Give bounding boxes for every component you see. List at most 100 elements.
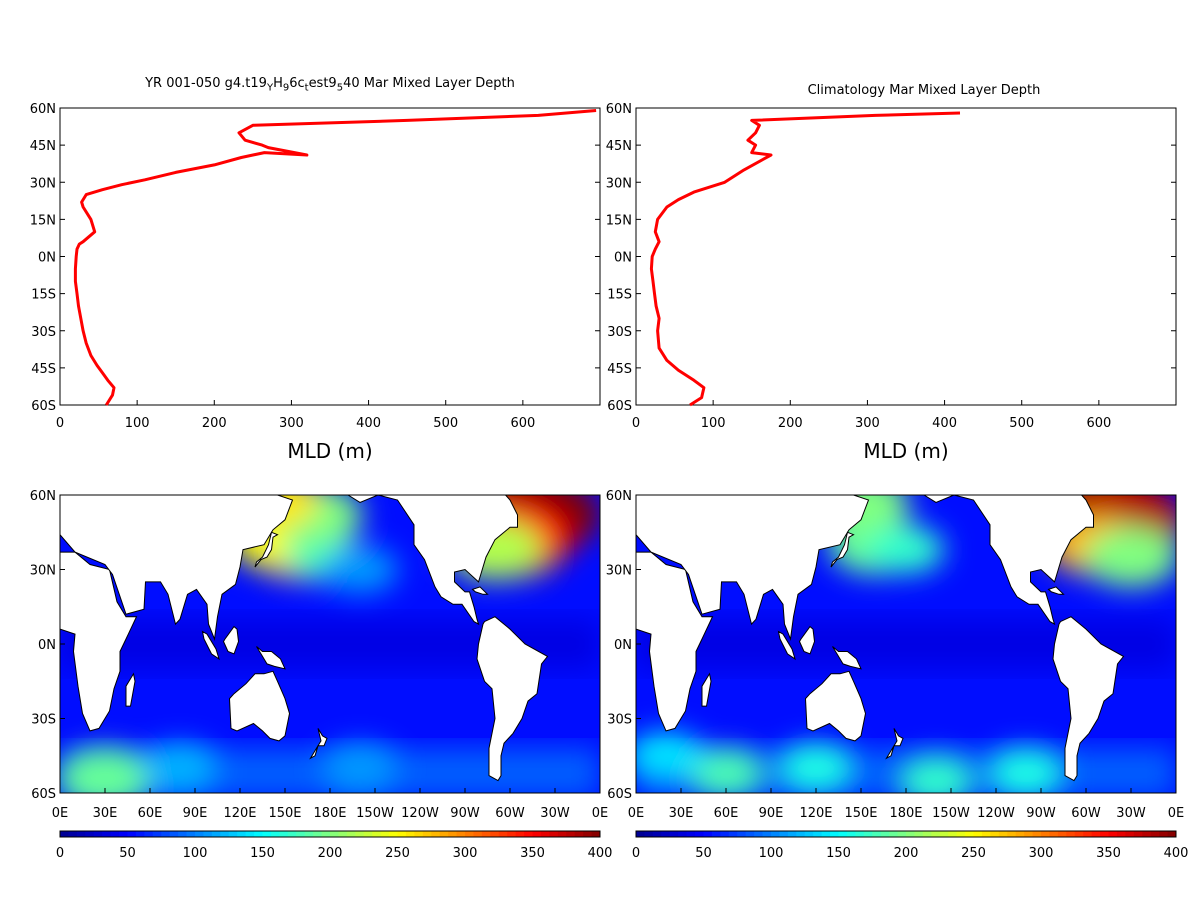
colorbar-segment	[287, 831, 297, 837]
colorbar-segment	[855, 831, 865, 837]
y-tick-label: 0N	[614, 638, 632, 653]
x-tick-label: 60E	[138, 806, 163, 821]
australia-landmass	[804, 670, 867, 742]
colorbar-segment	[821, 831, 831, 837]
colorbar-segment	[762, 831, 772, 837]
y-tick-label: 45N	[30, 139, 56, 154]
colorbar-segment	[397, 831, 407, 837]
colorbar-segment	[678, 831, 688, 837]
colorbar-segment	[313, 831, 323, 837]
colorbar-segment	[956, 831, 966, 837]
mld-blob	[60, 748, 153, 793]
x-tick-label: 180E	[889, 806, 922, 821]
x-tick-label: 60E	[714, 806, 739, 821]
y-tick-label: 15S	[607, 288, 632, 303]
colorbar-tick-label: 300	[453, 846, 478, 861]
colorbar-segment	[152, 831, 162, 837]
colorbar-segment	[661, 831, 671, 837]
north-america-landmass	[347, 495, 518, 626]
y-tick-label: 15N	[606, 213, 632, 228]
colorbar-segment	[897, 831, 907, 837]
y-tick-label: 45S	[607, 362, 632, 377]
y-tick-label: 30S	[607, 713, 632, 728]
colorbar-tick-label: 200	[894, 846, 919, 861]
colorbar-segment	[338, 831, 348, 837]
colorbar-tick-label: 250	[385, 846, 410, 861]
x-tick-label: 90E	[183, 806, 208, 821]
mld-blob	[321, 545, 399, 594]
colorbar-segment	[389, 831, 398, 837]
x-tick-label: 90W	[450, 806, 480, 821]
right-profile-title: Climatology Mar Mixed Layer Depth	[807, 83, 1041, 98]
x-tick-label: 300	[279, 416, 304, 431]
x-tick-label: 0	[56, 416, 64, 431]
colorbar-segment	[135, 831, 145, 837]
madagascar-landmass	[125, 672, 136, 707]
x-tick-label: 90E	[759, 806, 784, 821]
colorbar-segment	[711, 831, 721, 837]
colorbar-segment	[220, 831, 230, 837]
colorbar-tick-label: 250	[961, 846, 986, 861]
colorbar-segment	[889, 831, 899, 837]
mld-blob	[1083, 527, 1176, 588]
map-area	[60, 495, 600, 793]
colorbar-tick-label: 150	[826, 846, 851, 861]
y-tick-label: 15N	[30, 213, 56, 228]
colorbar-segment	[1049, 831, 1059, 837]
colorbar-segment	[591, 831, 601, 837]
colorbar-segment	[728, 831, 738, 837]
colorbar-segment	[431, 831, 441, 837]
x-tick-label: 0E	[592, 806, 609, 821]
mld-blob	[777, 744, 855, 793]
colorbar-segment	[1116, 831, 1126, 837]
y-tick-label: 60N	[30, 102, 56, 117]
colorbar-segment	[1133, 831, 1143, 837]
y-tick-label: 0N	[614, 251, 632, 266]
colorbar-segment	[178, 831, 188, 837]
y-tick-label: 30N	[606, 564, 632, 579]
colorbar-segment	[804, 831, 814, 837]
colorbar-segment	[1167, 831, 1177, 837]
x-tick-label: 0E	[628, 806, 645, 821]
colorbar-segment	[720, 831, 730, 837]
mld-profile-line	[649, 111, 961, 407]
y-tick-label: 30S	[31, 713, 56, 728]
colorbar-segment	[304, 831, 314, 837]
europe-asia-landmass	[60, 495, 294, 641]
colorbar-tick-label: 150	[250, 846, 275, 861]
y-tick-label: 30N	[606, 176, 632, 191]
x-tick-label: 30E	[669, 806, 694, 821]
japan-landmass	[830, 531, 855, 568]
x-tick-label: 120E	[799, 806, 832, 821]
y-tick-label: 60S	[607, 399, 632, 414]
sumatra-landmass	[777, 630, 796, 661]
colorbar-segment	[1125, 831, 1135, 837]
colorbar-segment	[127, 831, 137, 837]
colorbar-segment	[990, 831, 1000, 837]
colorbar-segment	[1150, 831, 1160, 837]
colorbar-segment	[279, 831, 289, 837]
colorbar-segment	[737, 831, 747, 837]
left-map-plot: 60N 30N 0N 30S 60S 0E 30E 60E 90E 120E 150E 180E 150…	[30, 489, 609, 821]
colorbar-segment	[211, 831, 221, 837]
new-guinea-landmass	[256, 646, 286, 670]
x-tick-label: 180E	[313, 806, 346, 821]
colorbar-segment	[1024, 831, 1034, 837]
x-tick-label: 0	[632, 416, 640, 431]
y-tick-label: 30S	[31, 325, 56, 340]
map-area	[636, 495, 1176, 793]
colorbar-segment	[93, 831, 103, 837]
africa-landmass	[636, 551, 714, 732]
mld-blob	[321, 744, 399, 793]
x-tick-label: 600	[510, 416, 535, 431]
x-tick-label: 100	[125, 416, 150, 431]
colorbar-segment	[931, 831, 941, 837]
colorbar-segment	[1015, 831, 1025, 837]
colorbar-segment	[524, 831, 533, 837]
y-tick-label: 30N	[30, 564, 56, 579]
y-tick-label: 30N	[30, 176, 56, 191]
colorbar-segment	[161, 831, 171, 837]
colorbar-segment	[85, 831, 95, 837]
right-profile-plot: 0 100 200 300 400 500 600 60N 45N 30N 15N 0N 15S 30S 4…	[606, 102, 1177, 463]
colorbar-segment	[583, 831, 593, 837]
